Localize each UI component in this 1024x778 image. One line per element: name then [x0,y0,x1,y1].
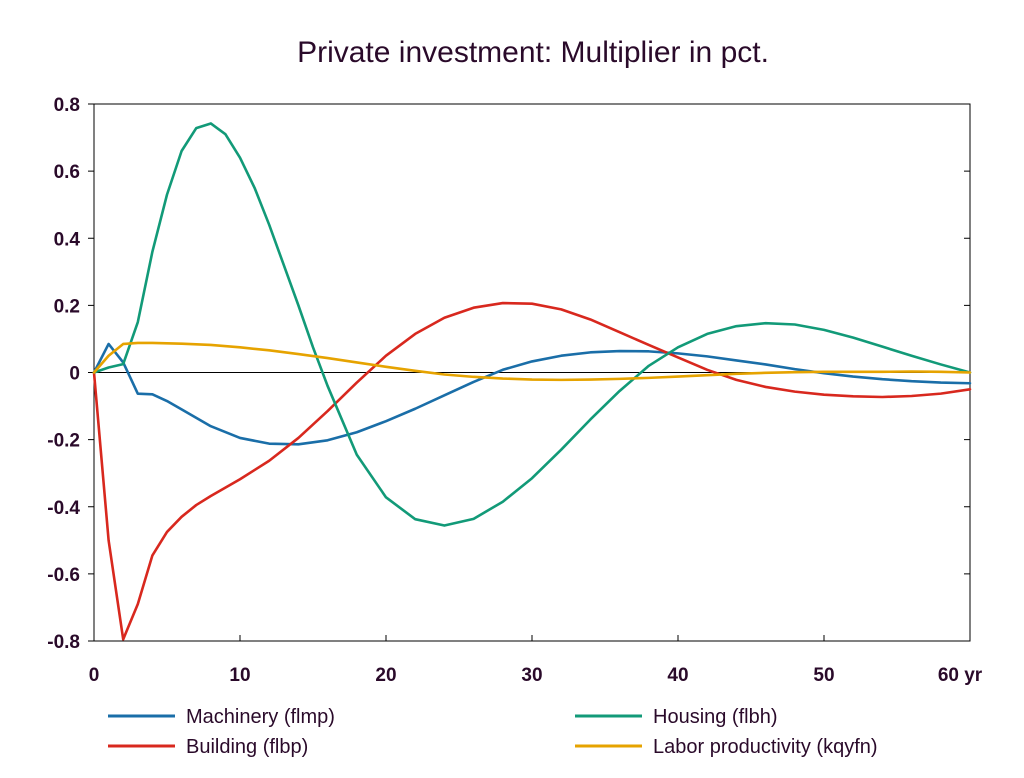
chart-title: Private investment: Multiplier in pct. [297,36,769,69]
legend-label: Labor productivity (kqyfn) [653,736,878,758]
y-tick-label: -0.4 [47,498,80,519]
legend-item-machinery: Machinery (flmp) [108,706,335,728]
y-tick-label: -0.8 [47,632,80,653]
series-line-labor [92,341,972,382]
y-tick-label: 0.6 [54,162,80,183]
y-tick-label: -0.2 [47,431,80,452]
legend-item-housing: Housing (flbh) [575,706,778,728]
x-tick-label: 10 [229,665,250,686]
legend-label: Machinery (flmp) [186,706,335,728]
legend-item-labor: Labor productivity (kqyfn) [575,736,878,758]
y-axis: 0.8 0.6 0.4 0.2 0 -0.2 -0.4 -0.6 -0.8 [47,95,970,653]
x-tick-label: 0 [89,665,100,686]
x-tick-label: 50 [813,665,834,686]
y-tick-label: -0.6 [47,565,80,586]
series-line-machinery [92,342,972,446]
legend-label: Housing (flbh) [653,706,778,728]
y-tick-label: 0.4 [54,229,81,250]
legend: Machinery (flmp) Building (flbp) Housing (… [108,706,878,758]
y-tick-label: 0 [69,364,80,385]
series-layer [92,122,972,641]
y-tick-label: 0.2 [54,296,80,317]
x-tick-label: 60 yr [938,665,983,686]
legend-item-building: Building (flbp) [108,736,308,758]
series-line-housing [92,122,972,527]
x-axis: 0 10 20 30 40 50 60 yr [89,635,983,686]
legend-label: Building (flbp) [186,736,308,758]
x-tick-label: 30 [521,665,542,686]
series-line-building [92,301,972,641]
plot-area: 0.8 0.6 0.4 0.2 0 -0.2 -0.4 -0.6 -0.8 0 10 20 30 40 5… [47,95,983,686]
x-tick-label: 40 [667,665,688,686]
x-tick-label: 20 [375,665,396,686]
y-tick-label: 0.8 [54,95,80,116]
